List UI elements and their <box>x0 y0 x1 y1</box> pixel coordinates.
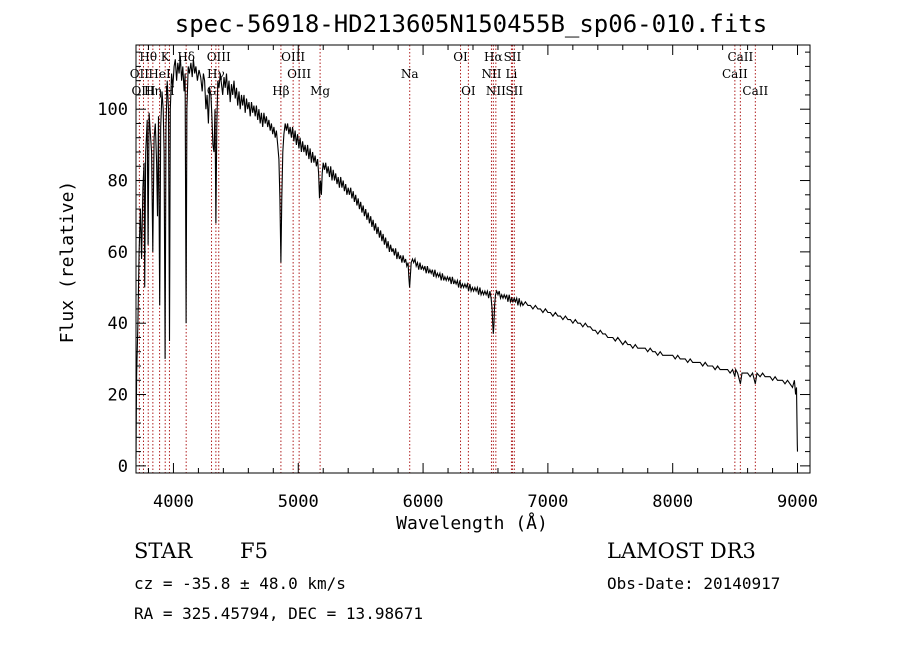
x-tick-label-2: 6000 <box>403 492 444 512</box>
line-label-0: Hθ <box>139 50 157 64</box>
spectral-subclass: F5 <box>240 539 268 563</box>
line-label-12: OIII <box>281 50 305 64</box>
line-label-15: Na <box>401 67 419 81</box>
x-tick-label-5: 9000 <box>777 492 818 512</box>
x-tick-label-0: 4000 <box>153 492 194 512</box>
line-label-14: Mg <box>310 84 330 98</box>
line-label-3: Hη <box>144 84 162 98</box>
line-label-13: OIII <box>287 67 311 81</box>
line-label-19: Hα <box>484 50 503 64</box>
x-axis-label: Wavelength (Å) <box>396 512 548 534</box>
line-label-4: HeI <box>148 67 171 81</box>
survey-name: LAMOST DR3 <box>607 539 756 563</box>
line-label-9: Hγ <box>207 67 225 81</box>
line-label-25: CaII <box>727 50 753 64</box>
spectrum-line <box>135 55 799 459</box>
x-tick-label-1: 5000 <box>278 492 319 512</box>
x-tick-label-3: 7000 <box>527 492 568 512</box>
line-label-5: K <box>161 50 171 64</box>
line-label-6: H <box>164 84 174 98</box>
line-label-18: NII <box>481 67 501 81</box>
line-label-21: SII <box>504 50 522 64</box>
line-label-20: NII <box>486 84 506 98</box>
plot-axes <box>135 44 811 474</box>
line-label-11: Hβ <box>272 84 289 98</box>
y-tick-label-5: 100 <box>97 100 128 120</box>
observation-date: Obs-Date: 20140917 <box>607 574 781 593</box>
chart-title: spec-56918-HD213605N150455B_sp06-010.fit… <box>175 10 767 38</box>
line-label-1: OII <box>130 67 150 81</box>
coordinates-readout: RA = 325.45794, DEC = 13.98671 <box>134 604 423 623</box>
y-tick-label-4: 80 <box>108 172 128 192</box>
spectral-line-markers <box>138 45 756 473</box>
line-label-23: SII <box>505 84 523 98</box>
line-label-22: Li <box>506 67 518 81</box>
x-tick-label-4: 8000 <box>652 492 693 512</box>
plot-frame <box>135 44 811 474</box>
redshift-readout: cz = -35.8 ± 48.0 km/s <box>134 574 346 593</box>
line-label-7: Hδ <box>177 50 195 64</box>
line-label-10: G <box>207 84 217 98</box>
line-label-26: CaII <box>742 84 768 98</box>
line-label-24: CaII <box>722 67 748 81</box>
y-axis-label: Flux (relative) <box>57 181 78 344</box>
y-tick-label-2: 40 <box>108 314 128 334</box>
y-tick-label-1: 20 <box>108 386 128 406</box>
line-label-8: OIII <box>207 50 231 64</box>
object-class: STAR <box>134 539 193 563</box>
y-tick-label-0: 0 <box>118 457 128 477</box>
axis-ticks: 4000 5000 6000 7000 8000 9000 0 20 40 60 80 100 <box>97 45 818 512</box>
line-label-17: OI <box>461 84 476 98</box>
line-label-16: OI <box>453 50 468 64</box>
y-tick-label-3: 60 <box>108 243 128 263</box>
